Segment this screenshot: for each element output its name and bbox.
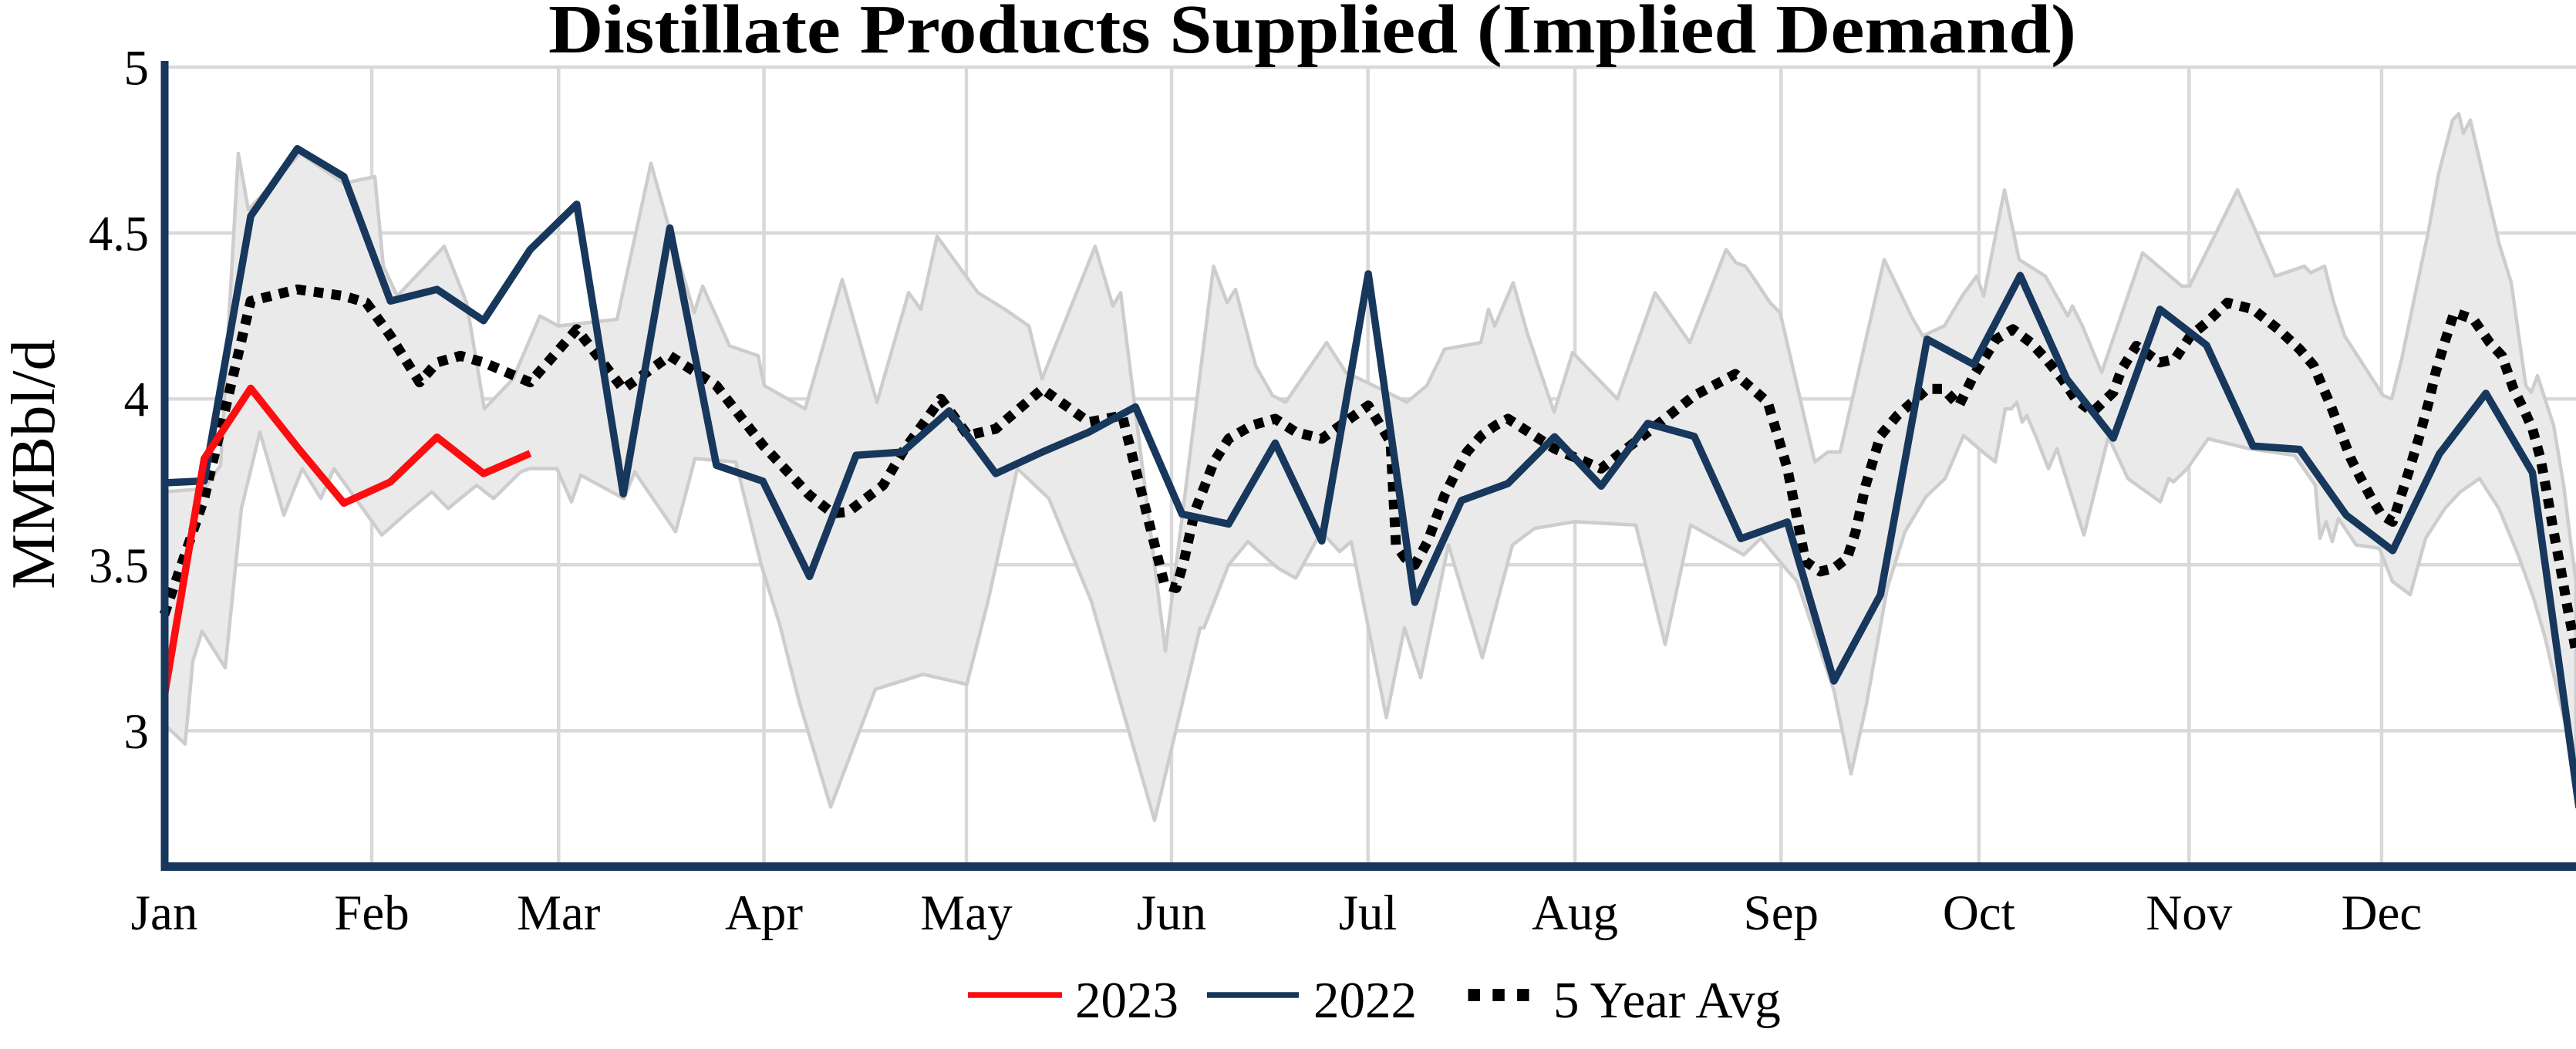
svg-text:Dec: Dec bbox=[2342, 885, 2423, 941]
svg-text:Aug: Aug bbox=[1532, 885, 1618, 941]
svg-text:Jun: Jun bbox=[1137, 885, 1206, 941]
svg-text:Distillate Products Supplied (: Distillate Products Supplied (Implied De… bbox=[548, 0, 2076, 68]
svg-text:Apr: Apr bbox=[725, 885, 803, 941]
svg-text:5 Year Avg: 5 Year Avg bbox=[1553, 972, 1781, 1029]
svg-text:3.5: 3.5 bbox=[89, 538, 149, 594]
svg-text:May: May bbox=[920, 885, 1013, 941]
svg-text:Jul: Jul bbox=[1339, 885, 1398, 941]
svg-text:Mar: Mar bbox=[517, 885, 601, 941]
svg-text:5: 5 bbox=[124, 41, 150, 96]
svg-text:Nov: Nov bbox=[2146, 885, 2232, 941]
svg-text:Sep: Sep bbox=[1744, 885, 1819, 941]
svg-text:2022: 2022 bbox=[1313, 972, 1417, 1029]
svg-text:4: 4 bbox=[124, 373, 150, 428]
svg-text:Jan: Jan bbox=[131, 885, 198, 941]
svg-text:3: 3 bbox=[124, 704, 150, 760]
svg-text:2023: 2023 bbox=[1075, 972, 1178, 1029]
svg-text:4.5: 4.5 bbox=[89, 207, 149, 262]
svg-text:Feb: Feb bbox=[334, 885, 410, 941]
svg-text:Oct: Oct bbox=[1943, 885, 2015, 941]
svg-text:MMBbl/d: MMBbl/d bbox=[0, 339, 68, 589]
